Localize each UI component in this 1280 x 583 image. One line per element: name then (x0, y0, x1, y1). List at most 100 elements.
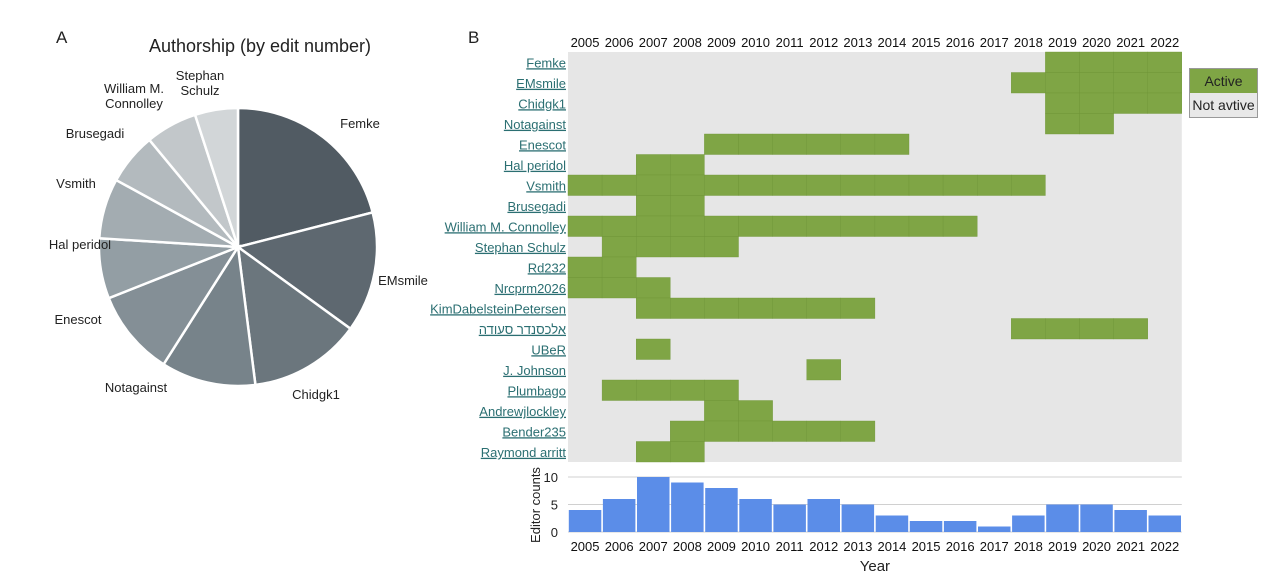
heatmap-cell-uber-2007 (636, 338, 671, 360)
heatmap-cell-william-m-connolley-2006 (601, 215, 637, 237)
heatmap-cell-enescot-2010 (738, 133, 773, 155)
heatmap-cell-raymond-arritt-2007 (636, 441, 671, 463)
heatmap-year-2016: 2016 (946, 35, 975, 50)
editor-label-vsmith: Vsmith (526, 178, 566, 193)
heatmap-cell-bender235-2008 (670, 420, 705, 442)
editor-label-kimdabelsteinpetersen: KimDabelsteinPetersen (430, 301, 566, 316)
editor-label-hal-peridol: Hal peridol (504, 158, 566, 173)
heatmap-cell-william-m-connolley-2005 (567, 215, 603, 237)
heatmap-cell-chidgk1-2021 (1113, 92, 1148, 114)
heatmap-cell-kimdabelsteinpetersen-2009 (704, 297, 739, 319)
pie-label-brusegadi: Brusegadi (66, 126, 125, 141)
bar-2020 (1080, 504, 1113, 532)
heatmap-cell-brusegadi-2008 (670, 195, 705, 217)
heatmap-year-2019: 2019 (1048, 35, 1077, 50)
heatmap-cell-stephan-schulz-2006 (601, 236, 637, 258)
heatmap-cell-emsmile-2019 (1045, 72, 1080, 94)
heatmap-cell-femke-2022 (1147, 51, 1182, 73)
heatmap-cell-stephan-schulz-2007 (636, 236, 671, 258)
heatmap-cell-nrcprm2026-2005 (567, 277, 603, 299)
bar-2017 (978, 526, 1011, 532)
heatmap-cell-item-2019 (1045, 318, 1080, 340)
heatmap-cell-william-m-connolley-2007 (636, 215, 671, 237)
pie-label-chidgk1: Chidgk1 (292, 387, 340, 402)
editor-label-j-johnson: J. Johnson (503, 363, 566, 378)
heatmap-cell-vsmith-2016 (942, 174, 978, 196)
editor-label-enescot: Enescot (519, 137, 566, 152)
bar-xtick-2021: 2021 (1116, 539, 1145, 554)
bar-2022 (1148, 515, 1181, 532)
heatmap-cell-kimdabelsteinpetersen-2013 (840, 297, 876, 319)
bar-xtick-2007: 2007 (639, 539, 668, 554)
heatmap-cell-kimdabelsteinpetersen-2012 (806, 297, 842, 319)
bar-ytick-10: 10 (544, 470, 558, 485)
bar-2021 (1114, 510, 1147, 532)
heatmap-cell-chidgk1-2020 (1079, 92, 1114, 114)
heatmap-year-2010: 2010 (741, 35, 770, 50)
heatmap-cell-chidgk1-2019 (1045, 92, 1080, 114)
heatmap-cell-nrcprm2026-2007 (636, 277, 671, 299)
heatmap-cell-item-2021 (1113, 318, 1148, 340)
heatmap-cell-stephan-schulz-2008 (670, 236, 705, 258)
editor-label-item: אלכסנדר סעודה (479, 322, 566, 337)
bar-xtick-2017: 2017 (980, 539, 1009, 554)
heatmap-cell-william-m-connolley-2013 (840, 215, 876, 237)
panel-b-label: B (468, 28, 480, 47)
heatmap-year-2020: 2020 (1082, 35, 1111, 50)
bar-xtick-2019: 2019 (1048, 539, 1077, 554)
bar-2018 (1012, 515, 1045, 532)
heatmap-cell-william-m-connolley-2011 (772, 215, 807, 237)
heatmap-cell-item-2018 (1011, 318, 1046, 340)
heatmap-cell-hal-peridol-2007 (636, 154, 671, 176)
heatmap-year-2006: 2006 (605, 35, 634, 50)
heatmap-cell-vsmith-2017 (977, 174, 1012, 196)
heatmap-cell-notagainst-2020 (1079, 113, 1114, 135)
heatmap-year-2018: 2018 (1014, 35, 1043, 50)
bar-xtick-2022: 2022 (1150, 539, 1179, 554)
bar-xtick-2009: 2009 (707, 539, 736, 554)
heatmap-cell-vsmith-2011 (772, 174, 807, 196)
heatmap-cell-vsmith-2005 (567, 174, 603, 196)
heatmap-cell-plumbago-2006 (601, 379, 637, 401)
heatmap-cell-vsmith-2008 (670, 174, 705, 196)
pie-label-notagainst: Notagainst (105, 380, 168, 395)
pie-chart: Femke EMsmile Chidgk1 Notagainst Enescot Hal … (49, 68, 428, 402)
heatmap-cell-rd232-2006 (601, 256, 637, 278)
pie-label-enescot: Enescot (55, 312, 102, 327)
editor-label-stephan-schulz: Stephan Schulz (475, 240, 566, 255)
bar-2013 (841, 504, 875, 532)
heatmap-year-2007: 2007 (639, 35, 668, 50)
editor-label-plumbago: Plumbago (507, 383, 566, 398)
heatmap-cell-enescot-2009 (704, 133, 739, 155)
heatmap-cell-vsmith-2006 (601, 174, 637, 196)
heatmap-cell-vsmith-2007 (636, 174, 671, 196)
heatmap-year-2022: 2022 (1150, 35, 1179, 50)
bar-xtick-2015: 2015 (912, 539, 941, 554)
bar-x-axis-title: Year (860, 558, 890, 575)
bar-xtick-2008: 2008 (673, 539, 702, 554)
heatmap-cell-vsmith-2014 (874, 174, 910, 196)
bar-2009 (705, 488, 738, 532)
pie-label-emsmile: EMsmile (378, 273, 428, 288)
bar-2008 (671, 482, 704, 532)
editor-label-femke: Femke (526, 55, 566, 70)
bar-xtick-2010: 2010 (741, 539, 770, 554)
activity-heatmap: 2005 2006 2007 2008 2009 2010 2011 2012 2013 2014… (430, 35, 1182, 463)
heatmap-cell-william-m-connolley-2014 (874, 215, 910, 237)
heatmap-cell-enescot-2012 (806, 133, 842, 155)
bar-xtick-2014: 2014 (877, 539, 906, 554)
bar-2016 (943, 521, 977, 532)
pie-label-vsmith: Vsmith (56, 176, 96, 191)
pie-slice-stephan-schulz (193, 106, 240, 248)
bar-xtick-2012: 2012 (809, 539, 838, 554)
editor-label-raymond-arritt: Raymond arritt (481, 445, 567, 460)
bar-y-axis-title: Editor counts (528, 467, 543, 543)
editor-label-uber: UBeR (531, 342, 566, 357)
pie-label-hal-peridol: Hal peridol (49, 237, 111, 252)
bar-2015 (909, 521, 943, 532)
heatmap-cell-enescot-2011 (772, 133, 807, 155)
pie-slice-emsmile (235, 210, 379, 331)
heatmap-cell-chidgk1-2022 (1147, 92, 1182, 114)
heatmap-year-2011: 2011 (776, 35, 804, 50)
